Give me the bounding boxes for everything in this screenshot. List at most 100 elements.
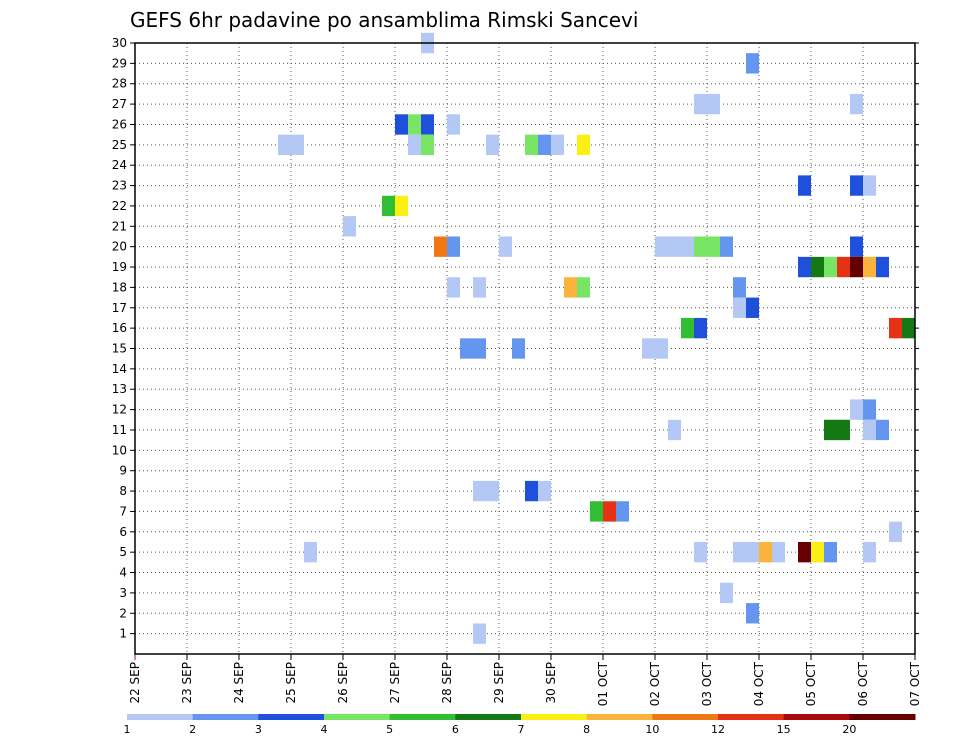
precip-cell [850, 236, 863, 257]
colorbar-label: 20 [842, 723, 856, 736]
y-tick-label: 10 [112, 443, 127, 457]
y-tick-label: 15 [112, 342, 127, 356]
precip-cell [837, 256, 850, 278]
y-tick-label: 22 [112, 199, 127, 213]
colorbar-label: 7 [518, 723, 525, 736]
precip-cell [421, 114, 434, 135]
precip-cell [811, 541, 824, 563]
y-tick-label: 21 [112, 219, 127, 233]
colorbar-swatch [258, 714, 325, 720]
precip-cell [720, 236, 733, 257]
colorbar-swatch [652, 714, 719, 720]
chart-title: GEFS 6hr padavine po ansamblima Rimski S… [130, 8, 638, 32]
precip-cell [772, 541, 785, 563]
colorbar-swatch [718, 714, 785, 720]
x-tick-label: 22 SEP [128, 662, 142, 704]
colorbar-swatch [586, 714, 653, 720]
y-tick-label: 29 [112, 56, 127, 70]
precip-cell [694, 236, 720, 257]
colorbar-label: 1 [124, 723, 131, 736]
y-tick-label: 7 [119, 504, 127, 518]
precip-cell [733, 541, 759, 563]
x-tick-label: 07 OCT [908, 661, 922, 706]
precip-cell [681, 317, 694, 339]
x-tick-label: 02 OCT [648, 661, 662, 706]
y-tick-label: 20 [112, 240, 127, 254]
precip-cell [811, 256, 824, 278]
precip-cell [603, 501, 616, 522]
precip-cell [746, 53, 759, 74]
precip-cell [577, 134, 590, 156]
precip-cell [486, 134, 499, 156]
colorbar-label: 12 [711, 723, 725, 736]
precip-cell [577, 277, 590, 298]
y-tick-label: 2 [119, 606, 127, 620]
precip-cell [668, 419, 681, 441]
precip-cell [720, 582, 733, 604]
x-tick-label: 27 SEP [388, 662, 402, 704]
precip-cell [551, 134, 564, 156]
x-tick-label: 06 OCT [856, 661, 870, 706]
y-tick-label: 3 [119, 586, 127, 600]
y-tick-label: 28 [112, 77, 127, 91]
precip-cell [447, 236, 460, 257]
precip-cell [304, 541, 317, 563]
colorbar-swatch [849, 714, 916, 720]
colorbar-swatch [389, 714, 456, 720]
colorbar-label: 15 [777, 723, 791, 736]
y-tick-label: 16 [112, 321, 127, 335]
x-tick-label: 23 SEP [180, 662, 194, 704]
precip-cell [382, 195, 395, 217]
precip-cells [278, 32, 915, 644]
colorbar-label: 2 [189, 723, 196, 736]
precip-cell [447, 114, 460, 135]
colorbar-swatch [127, 714, 194, 720]
precip-cell [473, 480, 499, 502]
precip-cell [694, 93, 720, 115]
precip-cell [564, 277, 577, 298]
precip-cell [434, 236, 447, 257]
colorbar-label: 8 [583, 723, 590, 736]
precip-cell [798, 175, 811, 196]
y-tick-label: 30 [112, 36, 127, 50]
precip-cell [421, 134, 434, 156]
precip-cell [863, 256, 876, 278]
precip-cell [460, 338, 486, 359]
colorbar-label: 6 [452, 723, 459, 736]
precip-cell [499, 236, 512, 257]
colorbar-swatch [521, 714, 588, 720]
precip-cell [902, 317, 915, 339]
precip-cell [824, 419, 850, 441]
precip-cell [642, 338, 668, 359]
x-tick-label: 25 SEP [284, 662, 298, 704]
precip-cell [408, 134, 421, 156]
precip-cell [824, 541, 837, 563]
precip-cell [798, 541, 811, 563]
precip-cell [395, 195, 408, 217]
precip-cell [447, 277, 460, 298]
precip-cell [473, 623, 486, 644]
colorbar-swatch [324, 714, 391, 720]
precip-cell [863, 419, 876, 441]
colorbar-swatch [192, 714, 259, 720]
y-tick-label: 11 [112, 423, 127, 437]
precip-cell [395, 114, 408, 135]
colorbar-label: 5 [386, 723, 393, 736]
precip-cell [746, 603, 759, 624]
y-tick-label: 26 [112, 117, 127, 131]
precip-cell [512, 338, 525, 359]
y-tick-label: 8 [119, 484, 127, 498]
precip-cell [733, 277, 746, 298]
precip-cell [525, 480, 538, 502]
x-tick-label: 04 OCT [752, 661, 766, 706]
x-tick-label: 01 OCT [596, 661, 610, 706]
y-tick-label: 24 [112, 158, 127, 172]
y-tick-label: 18 [112, 280, 127, 294]
y-tick-label: 5 [119, 545, 127, 559]
y-tick-label: 12 [112, 403, 127, 417]
precip-cell [759, 541, 772, 563]
colorbar-swatch [455, 714, 522, 720]
precip-cell [655, 236, 694, 257]
precip-cell [525, 134, 538, 156]
